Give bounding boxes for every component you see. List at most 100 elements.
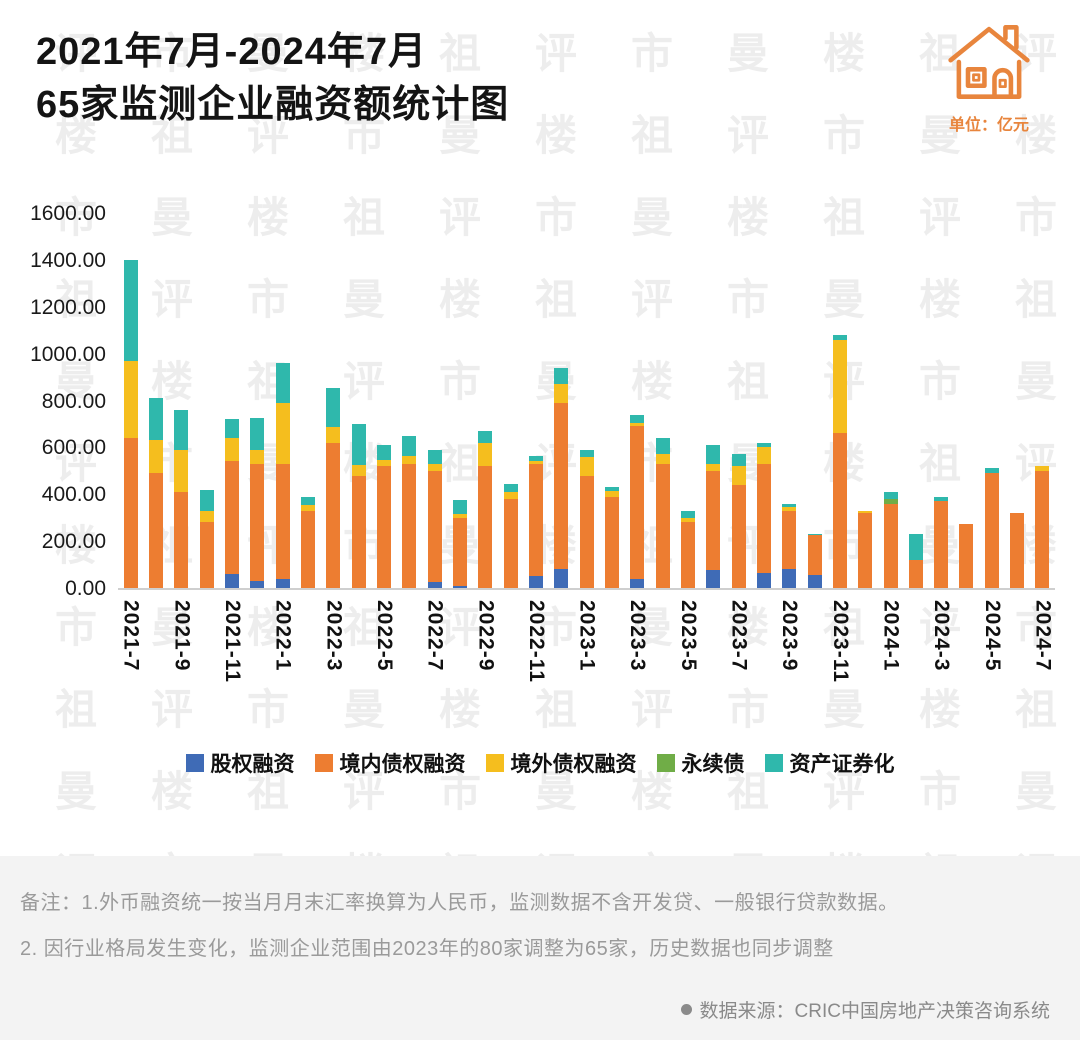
x-tick-slot: 2022-5	[371, 600, 396, 712]
bar-segment	[680, 522, 695, 588]
bar-segment	[554, 384, 569, 403]
bar-segment	[706, 470, 721, 571]
bar-segment	[503, 498, 518, 588]
data-source: 数据来源：CRIC中国房地产决策咨询系统	[680, 996, 1050, 1023]
legend-item: 股权融资	[185, 748, 295, 778]
bar-segment	[402, 435, 417, 456]
note-line-1: 备注：1.外币融资统一按当月月末汇率换算为人民币，监测数据不含开发贷、一般银行贷…	[20, 892, 899, 914]
bar-2022-10	[503, 483, 518, 588]
bar-2022-7	[427, 449, 442, 588]
x-tick-slot	[599, 600, 624, 712]
bullet-dot-icon	[680, 1004, 692, 1015]
bar-segment	[224, 573, 239, 588]
bar-segment	[250, 418, 265, 450]
x-tick-slot: 2023-9	[777, 600, 802, 712]
bar-segment	[275, 402, 290, 464]
bar-segment	[300, 510, 315, 588]
bar-slot	[802, 215, 827, 588]
bar-slot	[523, 215, 548, 588]
x-tick-slot: 2022-7	[422, 600, 447, 712]
x-tick-slot	[701, 600, 726, 712]
bar-slot	[878, 215, 903, 588]
bar-slot	[169, 215, 194, 588]
bar-slot	[979, 215, 1004, 588]
bar-2021-11	[224, 419, 239, 588]
legend-item: 境内债权融资	[314, 748, 466, 778]
x-tick-slot: 2023-11	[827, 600, 852, 712]
bar-segment	[402, 463, 417, 588]
bar-segment	[706, 570, 721, 588]
x-tick-label: 2024-5	[980, 600, 1004, 672]
bar-segment	[731, 484, 746, 588]
legend-label: 境外债权融资	[510, 753, 637, 776]
x-tick-slot: 2021-9	[169, 600, 194, 712]
legend-item: 境外债权融资	[485, 748, 637, 778]
bar-segment	[174, 449, 189, 492]
bar-segment	[452, 514, 467, 518]
legend: 股权融资 境内债权融资 境外债权融资 永续债 资产证券化	[0, 748, 1080, 778]
bar-segment	[224, 461, 239, 574]
x-tick-slot	[346, 600, 371, 712]
bar-slot	[853, 215, 878, 588]
bar-segment	[554, 569, 569, 588]
x-tick-slot: 2022-3	[321, 600, 346, 712]
bar-slot	[194, 215, 219, 588]
bar-segment	[427, 582, 442, 588]
bar-segment	[579, 449, 594, 457]
bar-segment	[275, 578, 290, 588]
note-line-2: 2. 因行业格局发生变化，监测企业范围由2023年的80家调整为65家，历史数据…	[20, 938, 834, 960]
bar-segment	[604, 487, 619, 491]
bar-segment	[275, 363, 290, 403]
bar-2023-4	[655, 438, 670, 588]
bar-segment	[148, 473, 163, 588]
bar-segment	[630, 578, 645, 588]
bar-2022-12	[554, 367, 569, 588]
x-tick-slot: 2023-1	[574, 600, 599, 712]
bar-segment	[579, 456, 594, 476]
bar-segment	[1035, 470, 1050, 588]
x-tick-label: 2023-11	[828, 600, 852, 683]
bar-segment	[478, 430, 493, 443]
bar-segment	[351, 423, 366, 465]
x-tick-label: 2021-9	[170, 600, 194, 672]
bar-segment	[326, 442, 341, 588]
bar-segment	[478, 442, 493, 467]
bar-segment	[554, 402, 569, 570]
bar-segment	[579, 475, 594, 588]
x-tick-slot	[397, 600, 422, 712]
bar-segment	[731, 454, 746, 467]
bar-segment	[858, 513, 873, 588]
bar-2023-5	[680, 510, 695, 588]
bar-segment	[300, 504, 315, 511]
bar-slot	[1030, 215, 1055, 588]
x-tick-label: 2022-5	[372, 600, 396, 672]
bar-segment	[174, 409, 189, 450]
y-tick-label: 1400.00	[30, 248, 106, 272]
brand-block: 单位：亿元	[934, 20, 1044, 135]
bar-segment	[604, 490, 619, 497]
x-tick-label: 2021-11	[220, 600, 244, 683]
x-tick-slot	[447, 600, 472, 712]
x-tick-slot	[650, 600, 675, 712]
x-tick-slot: 2021-7	[118, 600, 143, 712]
bar-segment	[554, 367, 569, 385]
legend-item: 资产证券化	[764, 748, 895, 778]
bar-segment	[351, 464, 366, 476]
x-tick-slot	[498, 600, 523, 712]
x-tick-slot	[751, 600, 776, 712]
bar-segment	[123, 360, 138, 438]
bar-segment	[326, 387, 341, 428]
y-tick-label: 1200.00	[30, 295, 106, 319]
bar-segment	[756, 572, 771, 588]
bar-segment	[832, 339, 847, 434]
bar-segment	[1035, 466, 1050, 471]
x-tick-slot	[853, 600, 878, 712]
bar-2022-2	[300, 496, 315, 588]
bar-segment	[1010, 513, 1025, 588]
bar-slot	[701, 215, 726, 588]
bar-2022-1	[275, 363, 290, 588]
x-tick-slot: 2024-1	[878, 600, 903, 712]
bar-segment	[148, 398, 163, 441]
bar-2022-11	[528, 455, 543, 588]
bar-segment	[959, 523, 974, 588]
